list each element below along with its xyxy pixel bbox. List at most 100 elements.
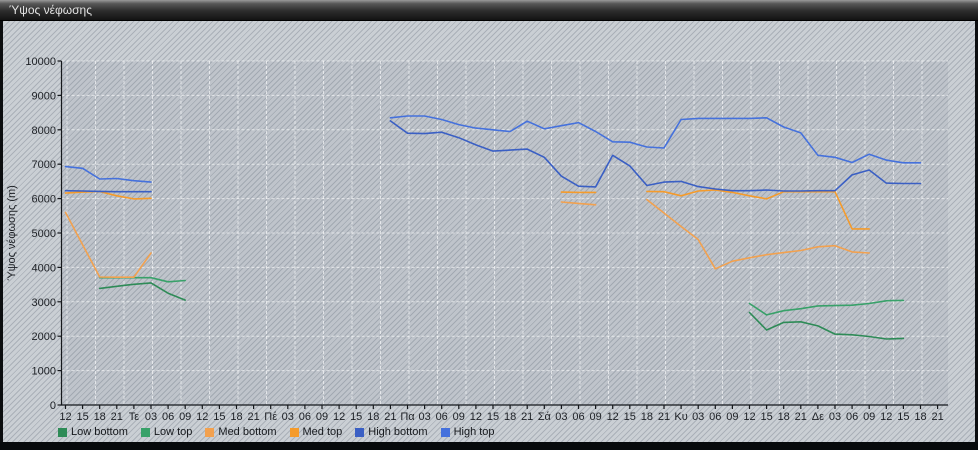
x-day-label: Δε bbox=[812, 411, 824, 423]
series-low-bottom bbox=[98, 282, 186, 301]
x-hour-label: 06 bbox=[299, 411, 311, 423]
x-hour-label: 21 bbox=[384, 411, 396, 423]
legend-label: Med top bbox=[302, 426, 343, 438]
x-day-label: Κυ bbox=[674, 411, 687, 423]
x-hour-label: 09 bbox=[316, 411, 328, 423]
x-hour-label: 09 bbox=[863, 411, 875, 423]
x-hour-label: 15 bbox=[897, 411, 909, 423]
x-hour-label: 21 bbox=[931, 411, 943, 423]
x-hour-label: 12 bbox=[333, 411, 345, 423]
x-hour-label: 12 bbox=[607, 411, 619, 423]
y-tick-label: 5000 bbox=[32, 228, 56, 240]
series-high-top bbox=[64, 165, 152, 183]
x-hour-label: 18 bbox=[914, 411, 926, 423]
x-hour-label: 18 bbox=[230, 411, 242, 423]
series-high-top bbox=[389, 115, 922, 164]
legend-item-med-top: Med top bbox=[289, 426, 343, 438]
x-hour-label: 21 bbox=[247, 411, 259, 423]
x-hour-label: 03 bbox=[282, 411, 294, 423]
x-hour-label: 03 bbox=[145, 411, 157, 423]
legend-swatch-low-top bbox=[140, 427, 150, 437]
series-low-bottom bbox=[748, 311, 905, 340]
series-med-top bbox=[646, 189, 871, 230]
x-hour-label: 09 bbox=[589, 411, 601, 423]
x-hour-label: 21 bbox=[521, 411, 533, 423]
y-tick-label: 4000 bbox=[32, 262, 56, 274]
x-hour-label: 15 bbox=[624, 411, 636, 423]
series-high-bottom bbox=[64, 189, 152, 193]
y-tick-label: 10000 bbox=[25, 56, 56, 68]
x-hour-label: 06 bbox=[572, 411, 584, 423]
series-med-top bbox=[64, 190, 152, 200]
x-hour-label: 12 bbox=[196, 411, 208, 423]
x-hour-label: 09 bbox=[453, 411, 465, 423]
x-hour-label: 03 bbox=[418, 411, 430, 423]
cloud-height-chart: 0 1000 2000 3000 4000 5000 6000 7000 8000 9000 100… bbox=[6, 56, 948, 423]
legend-label: Low top bbox=[153, 426, 193, 438]
x-hour-label: 03 bbox=[692, 411, 704, 423]
x-hour-label: 15 bbox=[487, 411, 499, 423]
x-day-label: Πα bbox=[400, 411, 415, 423]
legend-item-med-bottom: Med bottom bbox=[205, 426, 277, 438]
x-hour-label: 15 bbox=[760, 411, 772, 423]
legend-label: High top bbox=[453, 426, 495, 438]
y-tick-label: 6000 bbox=[32, 194, 56, 206]
y-tick-label: 3000 bbox=[32, 297, 56, 309]
series-med-bottom bbox=[64, 211, 152, 279]
window-title: Ύψος νέφωσης bbox=[9, 3, 92, 17]
y-tick-label: 1000 bbox=[32, 366, 56, 378]
legend-label: Med bottom bbox=[218, 426, 277, 438]
legend-label: High bottom bbox=[368, 426, 428, 438]
series-med-bottom bbox=[560, 201, 597, 206]
x-hour-label: 12 bbox=[470, 411, 482, 423]
x-hour-label: 15 bbox=[213, 411, 225, 423]
legend-item-high-top: High top bbox=[440, 426, 495, 438]
y-tick-label: 7000 bbox=[32, 159, 56, 171]
x-day-label: Σά bbox=[538, 411, 552, 423]
legend-swatch-med-bottom bbox=[205, 427, 215, 437]
legend-swatch-med-top bbox=[289, 427, 299, 437]
y-tick-label: 2000 bbox=[32, 331, 56, 343]
legend-swatch-high-top bbox=[440, 427, 450, 437]
x-hour-label: 03 bbox=[555, 411, 567, 423]
legend-swatch-high-bottom bbox=[355, 427, 365, 437]
x-hour-label: 06 bbox=[709, 411, 721, 423]
x-hour-label: 12 bbox=[743, 411, 755, 423]
x-day-label: Τε bbox=[129, 411, 140, 423]
x-hour-label: 18 bbox=[778, 411, 790, 423]
y-tick-label: 9000 bbox=[32, 90, 56, 102]
chart-panel: 0 1000 2000 3000 4000 5000 6000 7000 8000 9000 100… bbox=[0, 21, 978, 442]
x-hour-label: 21 bbox=[111, 411, 123, 423]
legend-item-low-top: Low top bbox=[140, 426, 193, 438]
x-hour-label: 18 bbox=[367, 411, 379, 423]
x-hour-label: 12 bbox=[880, 411, 892, 423]
y-axis-title: Ύψος νέφωσης (m) bbox=[6, 185, 18, 281]
legend-swatch-low-bottom bbox=[58, 427, 67, 437]
y-tick-label: 8000 bbox=[32, 125, 56, 137]
x-hour-label: 21 bbox=[795, 411, 807, 423]
x-hour-label: 06 bbox=[162, 411, 174, 423]
series-med-bottom bbox=[646, 198, 871, 270]
x-hour-label: 18 bbox=[641, 411, 653, 423]
x-hour-label: 09 bbox=[179, 411, 191, 423]
x-hour-label: 06 bbox=[846, 411, 858, 423]
x-hour-label: 21 bbox=[658, 411, 670, 423]
x-hour-label: 03 bbox=[829, 411, 841, 423]
legend-item-low-bottom: Low bottom bbox=[58, 426, 128, 438]
x-hour-label: 15 bbox=[350, 411, 362, 423]
legend-label: Low bottom bbox=[71, 426, 128, 438]
series-high-bottom bbox=[389, 120, 922, 192]
x-hour-label: 18 bbox=[504, 411, 516, 423]
x-hour-label: 06 bbox=[436, 411, 448, 423]
x-hour-label: 18 bbox=[94, 411, 106, 423]
y-tick-label: 0 bbox=[50, 400, 56, 412]
x-hour-label: 12 bbox=[59, 411, 71, 423]
titlebar: Ύψος νέφωσης bbox=[0, 0, 978, 21]
series-low-top bbox=[748, 299, 905, 316]
x-hour-label: 09 bbox=[726, 411, 738, 423]
chart-legend: Low bottom Low top Med bottom Med top High b… bbox=[58, 426, 495, 438]
x-hour-label: 15 bbox=[76, 411, 88, 423]
legend-item-high-bottom: High bottom bbox=[355, 426, 428, 438]
x-day-label: Πέ bbox=[264, 411, 277, 423]
